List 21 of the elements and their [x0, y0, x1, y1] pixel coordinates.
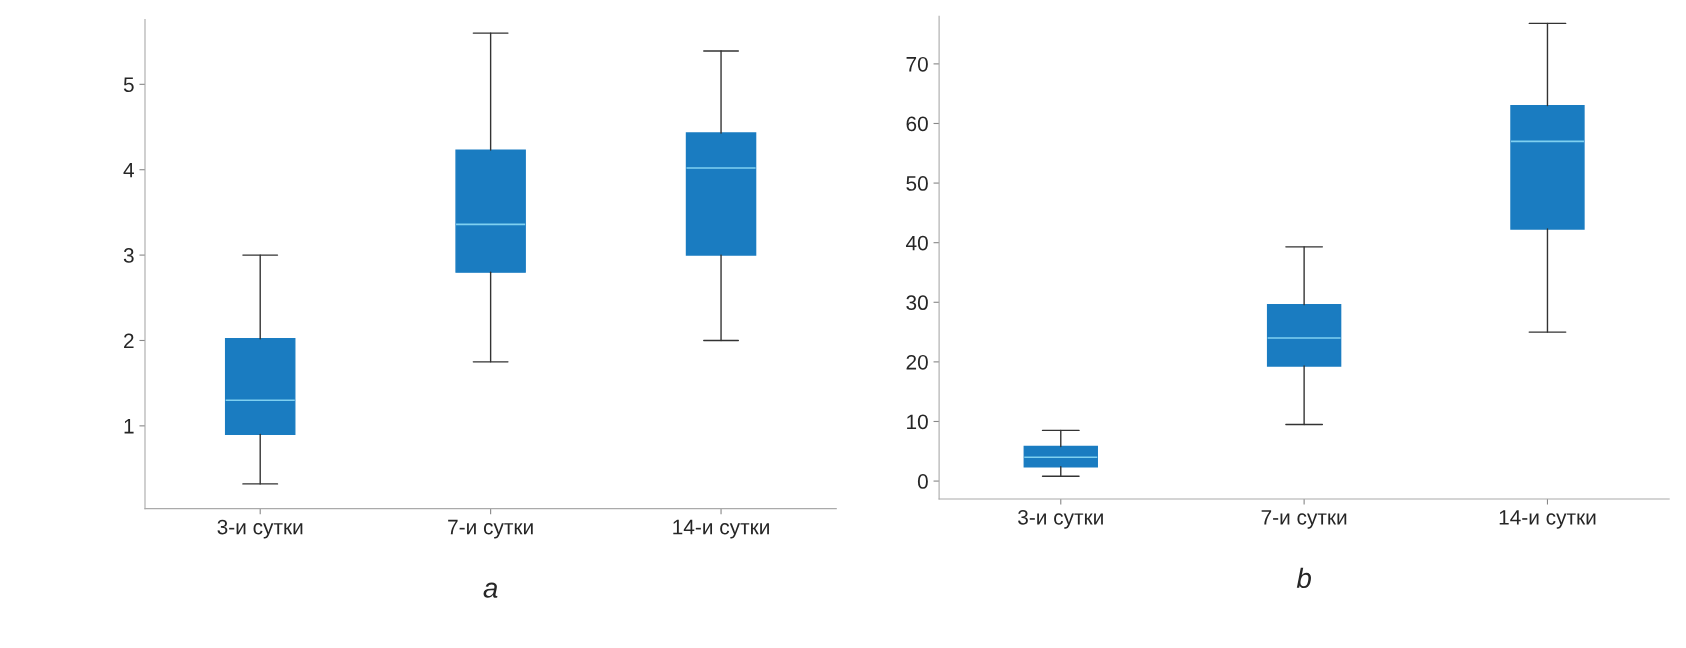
y-tick-label: 1	[124, 419, 134, 434]
y-tick-label: 4	[123, 162, 134, 178]
x-tick-label: 7-и сутки	[448, 519, 533, 539]
y-tick-label: 5	[123, 77, 134, 93]
y-tick-label: 50	[906, 176, 928, 191]
x-axis-title: b	[1296, 567, 1311, 589]
y-tick-label: 70	[906, 56, 928, 72]
y-tick-label: 60	[906, 116, 928, 132]
x-tick-label: 3-и сутки	[1018, 509, 1103, 529]
y-tick-label: 0	[917, 474, 928, 489]
x-tick-label: 3-и сутки	[217, 519, 303, 539]
y-tick-label: 10	[907, 414, 928, 430]
x-tick-label: 14-и сутки	[673, 519, 769, 539]
y-tick-label: 3	[123, 248, 134, 263]
x-axis-title: a	[483, 582, 498, 598]
y-tick-label: 40	[905, 235, 928, 251]
x-tick-label: 7-и сутки	[1261, 510, 1347, 529]
y-tick-label: 20	[906, 354, 928, 370]
x-tick-label: 14-и сутки	[1499, 510, 1596, 529]
y-tick-label: 2	[124, 333, 134, 349]
y-tick-label: 30	[906, 295, 928, 311]
